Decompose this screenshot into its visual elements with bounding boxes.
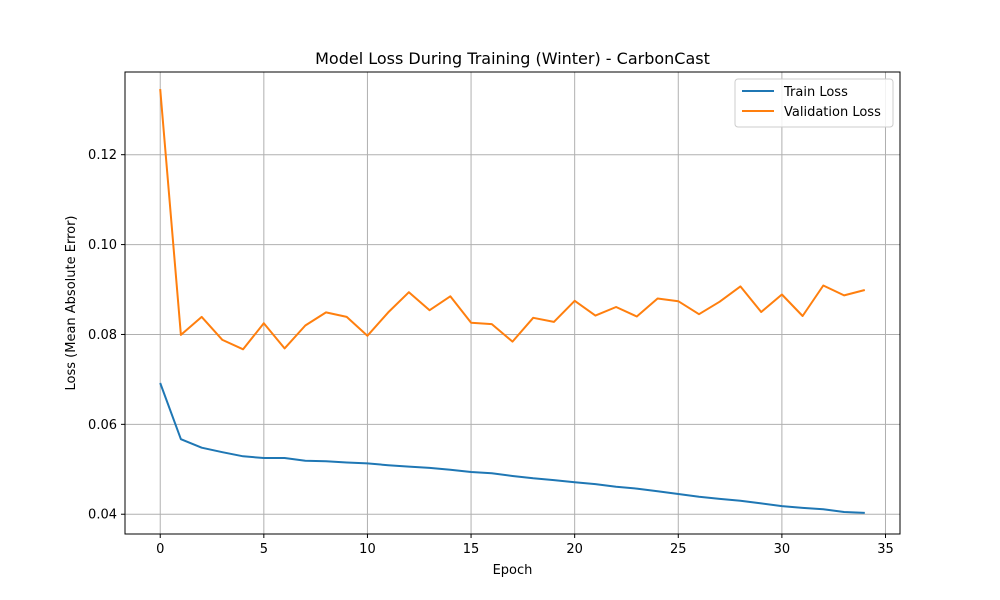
x-tick-label: 10 [359, 542, 376, 557]
x-tick-label: 0 [156, 542, 164, 557]
series-group [159, 89, 866, 514]
x-tick-label: 35 [877, 542, 894, 557]
x-axis-ticks: 0 5 10 15 20 25 30 35 [156, 534, 894, 557]
series-line-validation-loss [159, 89, 866, 351]
x-axis-label: Epoch [493, 563, 533, 578]
x-tick-label: 30 [774, 542, 791, 557]
series-line-train-loss [159, 382, 865, 514]
grid [125, 72, 900, 534]
x-tick-label: 15 [463, 542, 480, 557]
legend-label-validation-loss: Validation Loss [784, 105, 881, 120]
plot-frame [124, 71, 901, 535]
x-tick-label: 5 [260, 542, 268, 557]
x-tick-label: 20 [566, 542, 583, 557]
legend-box [734, 78, 894, 128]
x-tick-label: 25 [670, 542, 687, 557]
legend: Train Loss Validation Loss [734, 78, 894, 128]
y-tick-label: 0.04 [88, 508, 117, 523]
y-tick-label: 0.08 [88, 328, 117, 343]
y-tick-label: 0.10 [88, 238, 117, 253]
y-tick-label: 0.06 [88, 418, 117, 433]
legend-label-train-loss: Train Loss [783, 85, 848, 100]
y-axis-label: Loss (Mean Absolute Error) [64, 216, 79, 391]
chart-title: Model Loss During Training (Winter) - Ca… [315, 49, 710, 68]
y-axis-ticks: 0.04 0.06 0.08 0.10 0.12 [88, 148, 125, 523]
y-tick-label: 0.12 [88, 148, 117, 163]
